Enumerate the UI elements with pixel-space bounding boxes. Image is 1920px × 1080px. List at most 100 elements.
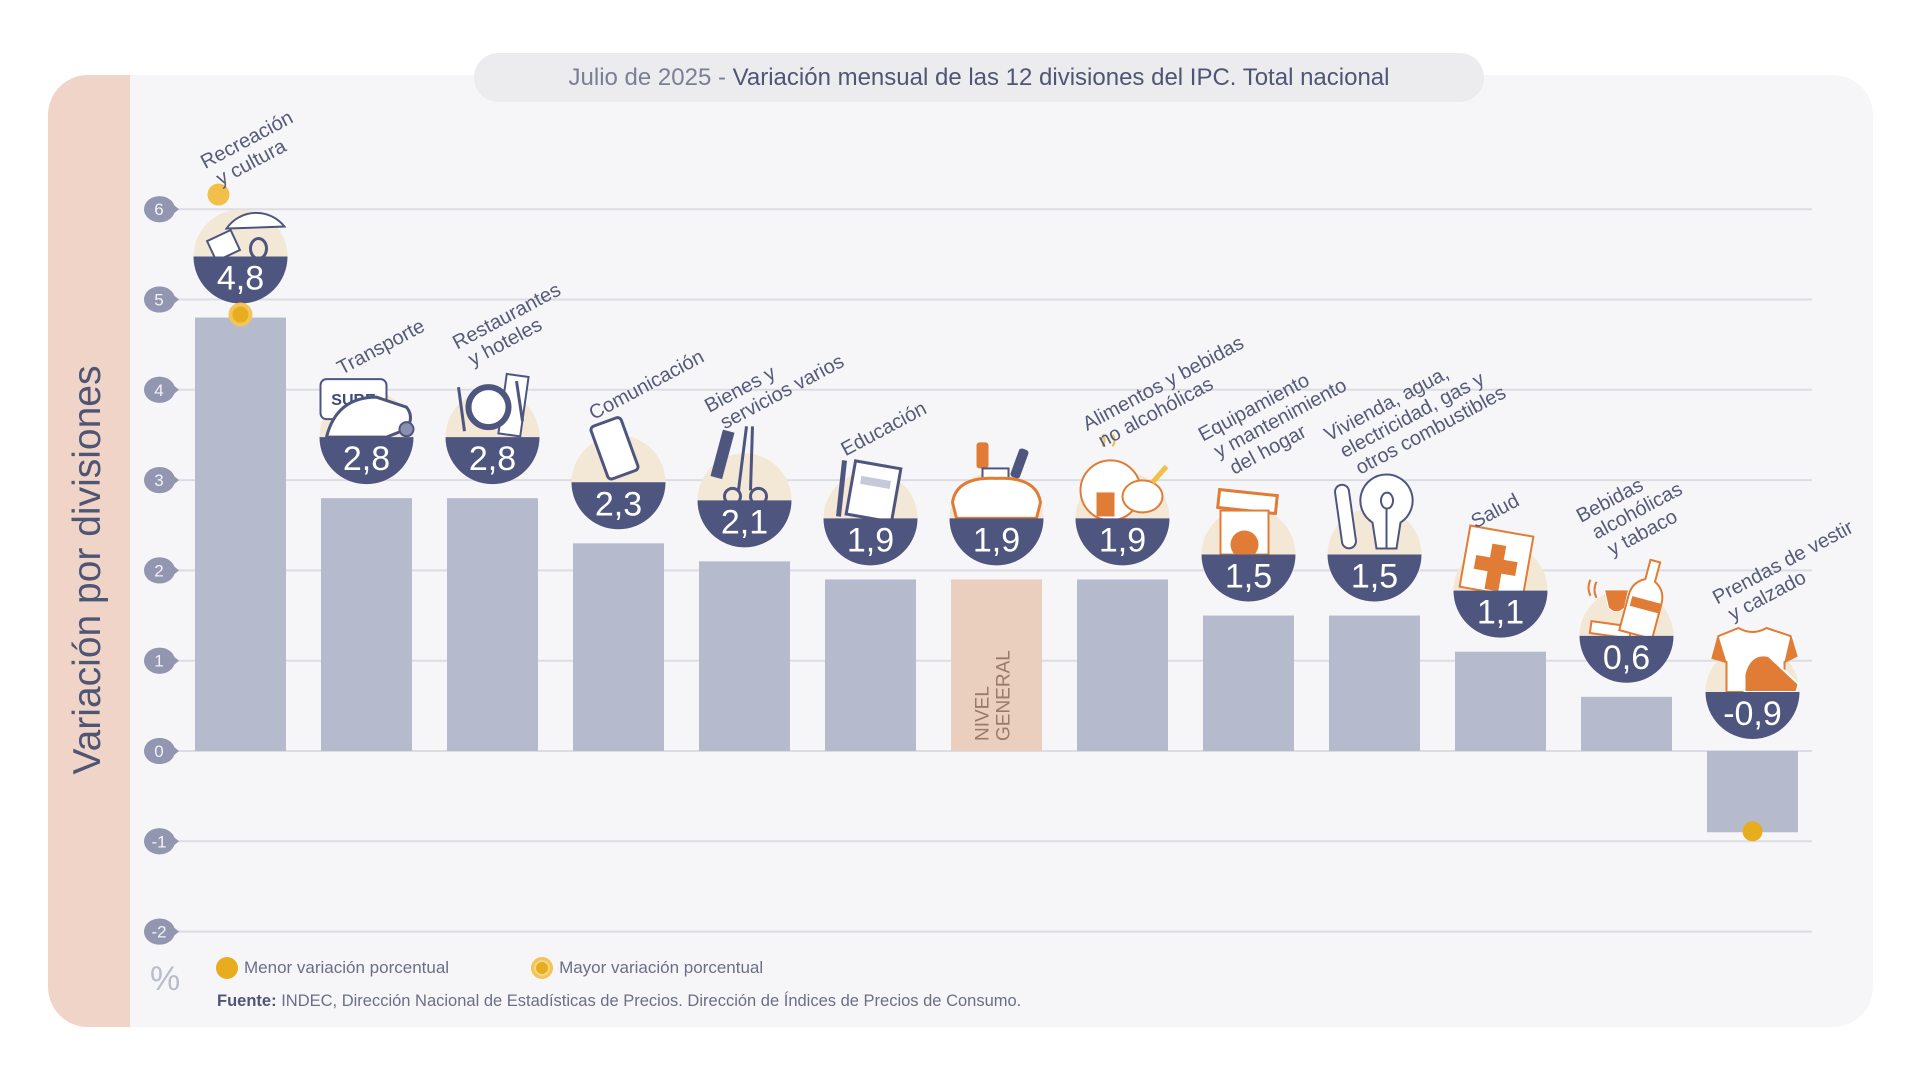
tick-badge-point [168, 290, 179, 309]
bar [1455, 651, 1546, 751]
value-badge: 4,8 [193, 183, 288, 304]
tick-badge-body [144, 557, 174, 584]
badge-bowl [1075, 518, 1170, 566]
bar [699, 561, 790, 751]
general-bar-label-line: NIVEL [973, 686, 994, 741]
value-badge: 2,1 [697, 426, 792, 548]
smartphone-icon [589, 416, 640, 481]
smoke-shape [1587, 579, 1598, 599]
y-axis-band [48, 75, 130, 1027]
bottle-label-shape [1629, 596, 1662, 614]
category-label-line: Transporte [334, 315, 429, 379]
plate-shape [465, 384, 512, 431]
general-bar [951, 579, 1042, 751]
min-marker-icon [1742, 821, 1763, 842]
tick-badge-point [168, 380, 179, 399]
y-tick-label: -2 [151, 923, 166, 942]
value-badge: 2,8 [445, 372, 540, 485]
shoe-shape [1743, 654, 1800, 693]
category-label: Salud [1468, 490, 1523, 533]
value-badge: 1,9 [1075, 433, 1170, 566]
badge-bowl [949, 518, 1044, 566]
bar [1329, 615, 1420, 751]
fork-shape [457, 386, 466, 432]
notebook-line [860, 475, 891, 489]
y-tick-label: -1 [151, 832, 166, 851]
bar [1077, 579, 1168, 751]
y-tick-label: 0 [154, 742, 163, 761]
tick-badge-body [144, 918, 174, 945]
value-label: -0,9 [1723, 695, 1782, 733]
drumstick-shape [1150, 464, 1169, 485]
y-tick-label: 6 [154, 200, 163, 219]
value-badge: 2,3 [571, 416, 666, 530]
badge-bowl [697, 500, 792, 548]
badge-bowl [1201, 554, 1296, 602]
bus-card-icon: SUBE [319, 378, 415, 439]
y-tick-label: 4 [154, 381, 163, 400]
knife-shape [515, 380, 524, 422]
tick-badge-point [168, 471, 179, 490]
value-badge: 1,9 [823, 459, 918, 566]
cross-shape [1473, 543, 1518, 592]
tick-badge-body [144, 738, 174, 764]
wheel-shape [398, 421, 415, 438]
y-tick: 5 [144, 286, 179, 313]
y-tick: 6 [144, 196, 179, 223]
tshirt-sleeves [1712, 636, 1797, 662]
tshirt-shoe-icon [1711, 626, 1800, 693]
bar [1581, 696, 1672, 751]
sun-shape [207, 183, 230, 206]
value-badge: 1,9 [949, 442, 1044, 566]
bar [321, 498, 412, 751]
tick-badge-body [144, 196, 174, 223]
tick-badge-body [144, 376, 174, 403]
value-label: 1,9 [973, 521, 1020, 559]
value-badge: SUBE2,8 [319, 378, 415, 485]
first-aid-icon [1458, 524, 1535, 599]
title-separator: - [711, 63, 733, 91]
tick-badge-body [144, 828, 174, 855]
badge-bowl [445, 437, 540, 485]
value-label: 1,9 [847, 521, 894, 559]
category-label-line: Educación [838, 398, 931, 461]
y-tick: 1 [144, 647, 179, 674]
comb-shape [710, 429, 735, 480]
bar [573, 543, 664, 751]
chart-title: Julio de 2025 - Variación mensual de las… [474, 53, 1484, 102]
y-tick-label: 2 [154, 561, 163, 580]
bar [195, 317, 286, 751]
value-label: 0,6 [1603, 639, 1650, 677]
value-label: 2,8 [343, 440, 390, 478]
badge-bowl [1327, 554, 1422, 602]
value-badge: 0,6 [1579, 558, 1674, 683]
source-label: Fuente: [217, 992, 277, 1010]
chair-shape [205, 228, 242, 263]
bar [1707, 751, 1798, 833]
max-marker-icon [531, 957, 554, 979]
beach-umbrella-icon [205, 183, 287, 263]
value-label: 1,1 [1477, 594, 1524, 632]
max-marker-core [232, 306, 249, 323]
bar [1203, 615, 1294, 751]
value-label: 1,5 [1225, 558, 1272, 596]
legend-min-label: Menor variación porcentual [244, 958, 450, 977]
tick-badge-point [168, 561, 179, 580]
badge-bowl [571, 482, 666, 530]
tick-badge-point [168, 651, 179, 670]
filament-shape [1380, 491, 1394, 549]
y-tick: 2 [144, 557, 179, 584]
value-badge: 1,5 [1201, 487, 1296, 602]
legend-item-min: Menor variación porcentual [216, 957, 449, 979]
legend: Menor variación porcentual Mayor variaci… [216, 957, 845, 979]
bar [447, 498, 538, 751]
badge-bowl [1453, 590, 1548, 638]
bottle-dark-shape [1010, 448, 1029, 479]
tick-badge-body [144, 286, 174, 313]
lightbulb-plug-icon [1334, 473, 1414, 550]
pencil-shape [836, 460, 847, 517]
value-label: 2,3 [595, 485, 642, 523]
